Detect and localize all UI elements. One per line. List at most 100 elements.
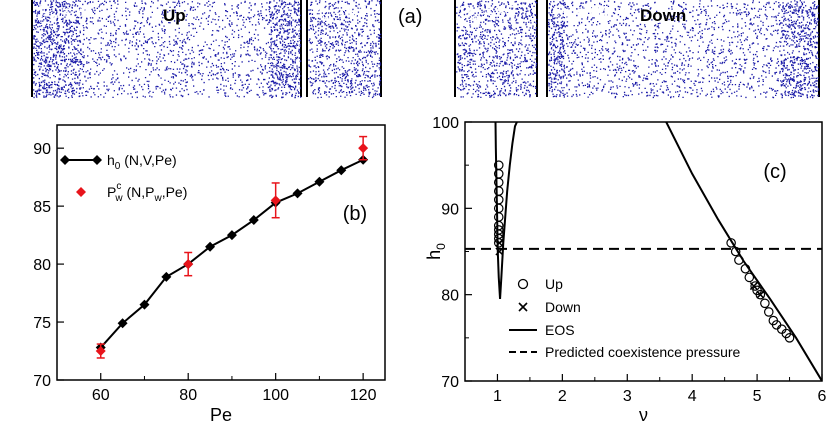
particle-texture	[456, 0, 538, 98]
legend-label-down: Down	[545, 299, 581, 315]
data-point-up	[726, 238, 736, 248]
x-tick-label: 5	[753, 388, 762, 405]
y-tick-label: 100	[432, 115, 459, 132]
particles	[548, 0, 820, 99]
x-tick-label: 1	[493, 388, 502, 405]
data-point-down	[749, 282, 758, 291]
data-point-down	[495, 247, 504, 256]
panel-c-tag: (c)	[763, 161, 786, 183]
snapshot-background	[548, 0, 818, 97]
data-point-up	[493, 203, 504, 214]
data-point-pwc	[358, 143, 369, 154]
legend-text: P	[107, 184, 116, 200]
y-tick-label: 70	[441, 374, 459, 391]
legend-label-eos: EOS	[545, 322, 575, 338]
snapshot-panel-up: Pw = 86 Up	[31, 0, 302, 99]
x-axis-label: ν	[639, 405, 648, 425]
data-point-up	[755, 289, 766, 300]
particles	[33, 0, 302, 99]
y-axis-label: h0	[424, 243, 448, 260]
y-tick-label: 70	[33, 373, 51, 390]
legend-label-h0: h0 (N,V,Pe)	[107, 152, 177, 172]
data-point-pwc	[270, 195, 281, 206]
data-point-pwc	[183, 259, 194, 270]
data-point-h0	[292, 188, 303, 199]
data-point-h0	[205, 241, 216, 252]
y-label-sub: 0	[434, 243, 448, 250]
legend-subscript: w	[153, 193, 162, 204]
x-tick-label: 4	[688, 388, 697, 405]
legend-text: h	[107, 152, 115, 168]
legend-text: (N,P	[123, 184, 155, 200]
data-point-up	[750, 281, 760, 291]
data-point-up	[730, 246, 741, 257]
pressure-label: Pw = 84	[554, 4, 609, 25]
legend-label-pwc: Pc w (N,Pw,Pe)	[107, 181, 187, 204]
data-point-h0	[336, 165, 347, 176]
direction-label-up: Up	[163, 6, 186, 25]
y-tick-label: 85	[33, 199, 51, 216]
snapshot-panel-down: Pw = 84 Down	[546, 0, 820, 99]
particles	[308, 0, 382, 99]
x-tick-label: 100	[262, 387, 289, 404]
pressure-label: Pw = 86	[39, 4, 94, 25]
legend-marker-pwc	[76, 187, 86, 197]
snapshot-panel-85: Pw = 85	[454, 0, 538, 98]
x-tick-label: 6	[818, 388, 827, 405]
y-tick-label: 80	[33, 257, 51, 274]
pressure-label: Pw = 87	[312, 4, 367, 25]
legend-marker-h0	[60, 155, 70, 165]
data-point-up	[734, 255, 744, 265]
particle-texture	[33, 0, 302, 99]
data-point-up	[493, 238, 504, 248]
eos-curve-low-density	[494, 122, 518, 300]
x-tick-label: 3	[623, 388, 632, 405]
data-point-h0	[139, 299, 150, 310]
data-point-h0	[248, 215, 259, 226]
y-tick-label: 75	[33, 315, 51, 332]
panel-a-tag: (a)	[398, 6, 423, 28]
y-tick-label: 90	[441, 201, 459, 218]
x-tick-label: 60	[92, 387, 110, 404]
legend-marker-h0	[92, 155, 102, 165]
snapshot-background	[33, 0, 300, 97]
x-tick-label: 2	[558, 388, 567, 405]
data-point-up	[784, 333, 795, 343]
data-point-up	[740, 263, 751, 274]
legend-text: ,Pe)	[162, 184, 188, 200]
y-tick-label: 90	[33, 141, 51, 158]
x-tick-label: 80	[179, 387, 197, 404]
data-point-up	[493, 212, 504, 222]
data-point-h0	[314, 176, 325, 187]
data-point-h0	[161, 271, 172, 282]
legend-label-up: Up	[545, 276, 563, 292]
data-point-up	[760, 298, 770, 309]
data-point-h0	[226, 230, 237, 241]
particle-texture	[548, 0, 820, 99]
legend-label-coexistence: Predicted coexistence pressure	[545, 344, 741, 360]
data-point-up	[744, 272, 755, 283]
data-point-down	[756, 290, 765, 299]
x-tick-label: 120	[350, 387, 377, 404]
eos-curve-high-density	[665, 122, 822, 381]
legend-marker-up	[517, 278, 529, 290]
legend-text: (N,V,Pe)	[120, 152, 176, 168]
direction-label-down: Down	[640, 6, 687, 25]
data-point-down	[495, 238, 504, 247]
plot-frame	[56, 124, 386, 381]
pressure-label: Pw = 85	[460, 4, 515, 25]
y-label-main: h	[424, 250, 444, 260]
data-point-pwc	[95, 346, 106, 357]
snapshot-panel-87: Pw = 87	[306, 0, 382, 99]
particle-texture	[308, 0, 382, 99]
legend-subscript: 0	[115, 161, 121, 172]
panel-b-tag: (b)	[343, 203, 367, 225]
legend-subscript: w	[114, 193, 123, 204]
legend-superscript: c	[116, 181, 121, 192]
data-point-up	[763, 307, 774, 317]
y-tick-label: 80	[441, 288, 459, 305]
legend-marker-down	[518, 302, 528, 312]
data-point-h0	[117, 318, 128, 329]
